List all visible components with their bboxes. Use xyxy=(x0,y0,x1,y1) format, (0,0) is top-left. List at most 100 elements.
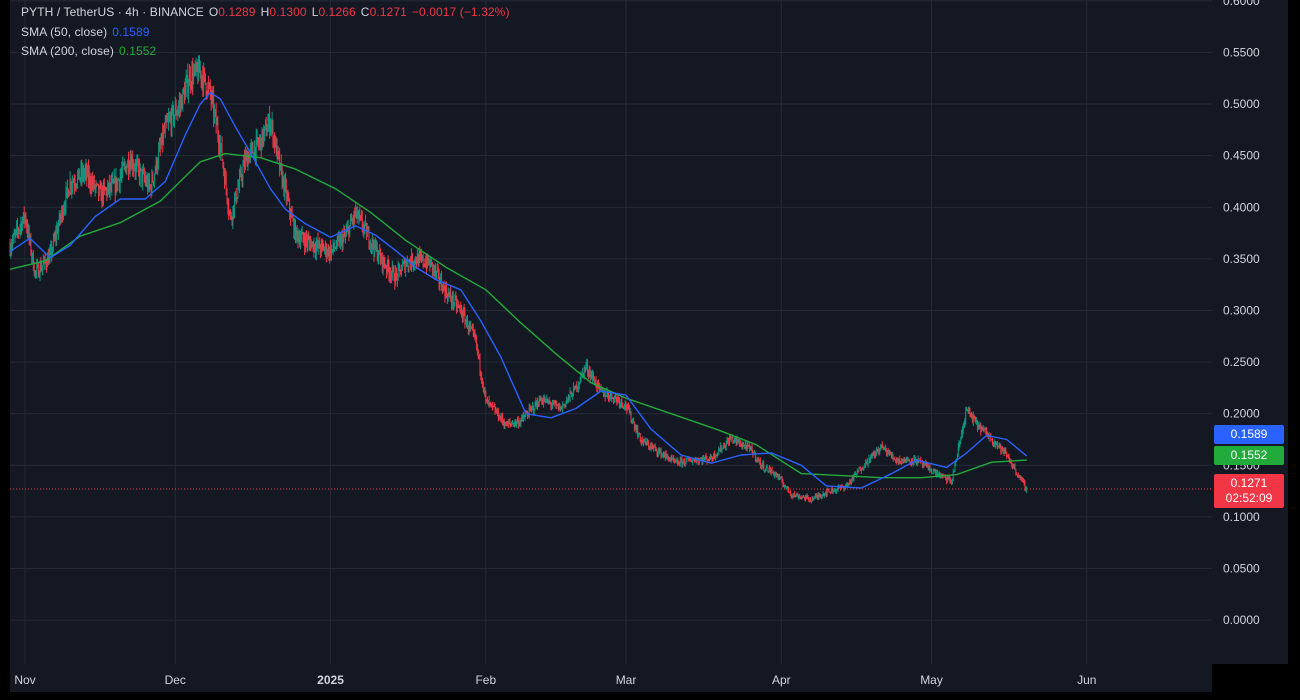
candle-body xyxy=(250,146,252,149)
candle-body xyxy=(514,420,516,424)
legend-sma200[interactable]: SMA (200, close) 0.1552 xyxy=(21,44,161,58)
candle-body xyxy=(875,453,876,456)
candle-body xyxy=(1005,451,1007,454)
candle-body xyxy=(39,264,41,276)
candle-body xyxy=(65,190,67,208)
candle-body xyxy=(387,260,389,268)
candle-body xyxy=(316,240,318,246)
candle-body xyxy=(417,255,419,266)
price-axis[interactable] xyxy=(1212,0,1288,664)
candle-body xyxy=(381,254,382,262)
candle-body xyxy=(378,250,380,258)
candle-body xyxy=(350,219,351,226)
candle-body xyxy=(376,246,377,249)
candle-body xyxy=(739,441,740,443)
candle-body xyxy=(854,474,856,475)
candle-body xyxy=(100,187,102,201)
candle-body xyxy=(149,185,151,188)
x-tick-label: Nov xyxy=(14,673,35,687)
candle-body xyxy=(73,182,75,185)
candle-body xyxy=(998,445,1000,447)
candle-body xyxy=(953,471,955,473)
candle-body xyxy=(494,407,496,413)
candle-body xyxy=(17,229,19,232)
candle-body xyxy=(314,243,316,250)
candle-body xyxy=(785,486,786,488)
candle-body xyxy=(341,236,342,238)
candle-body xyxy=(359,213,361,217)
legend-ohlc[interactable]: PYTH / TetherUS · 4h · BINANCE O0.1289 H0.… xyxy=(21,5,515,19)
candle-body xyxy=(897,459,899,462)
symbol-label[interactable]: PYTH / TetherUS · 4h · BINANCE xyxy=(21,5,204,19)
candle-body xyxy=(1001,446,1002,452)
plot-area[interactable] xyxy=(10,0,1212,664)
candle-body xyxy=(656,449,658,453)
candle-body xyxy=(894,458,896,461)
candle-body xyxy=(632,420,634,422)
candle-body xyxy=(566,400,568,402)
candle-body xyxy=(424,264,426,267)
candle-body xyxy=(76,184,78,186)
candle-body xyxy=(396,274,398,280)
candle-body xyxy=(931,470,932,474)
candle-body xyxy=(922,460,923,465)
candle-body xyxy=(407,265,409,268)
candle-body xyxy=(92,180,93,186)
candle-body xyxy=(709,455,711,460)
time-axis[interactable] xyxy=(10,664,1212,692)
candle-body xyxy=(165,118,167,123)
candle-body xyxy=(598,383,600,387)
candle-body xyxy=(532,406,533,408)
candle-body xyxy=(523,417,525,419)
candle-body xyxy=(1002,449,1004,452)
candle-body xyxy=(505,422,507,426)
sma200-label: SMA (200, close) xyxy=(21,44,114,58)
candle-body xyxy=(230,211,231,216)
candle-body xyxy=(326,253,328,256)
candle-body xyxy=(442,284,444,293)
candle-body xyxy=(568,395,570,398)
candle-body xyxy=(492,405,494,407)
candle-body xyxy=(48,255,50,265)
candle-body xyxy=(97,183,98,185)
candle-body xyxy=(208,85,210,86)
candle-body xyxy=(457,304,459,306)
candle-body xyxy=(752,451,754,456)
candle-body xyxy=(372,239,374,247)
candle-body xyxy=(574,386,576,389)
candle-body xyxy=(310,243,312,249)
candle-body xyxy=(322,243,324,247)
candle-body xyxy=(820,496,821,498)
candle-body xyxy=(66,186,68,191)
candle-body xyxy=(720,446,722,451)
candle-body xyxy=(962,426,964,431)
candle-body xyxy=(21,223,23,230)
candle-body xyxy=(973,416,975,417)
candle-body xyxy=(203,70,205,88)
candle-body xyxy=(785,486,787,488)
candle-body xyxy=(615,396,617,398)
candle-body xyxy=(705,456,707,458)
candle-body xyxy=(939,472,941,477)
candle-body xyxy=(497,410,499,419)
candle-body xyxy=(462,310,464,318)
candle-body xyxy=(745,446,747,450)
legend-sma50[interactable]: SMA (50, close) 0.1589 xyxy=(21,25,155,39)
candle-body xyxy=(111,181,113,189)
candle-body xyxy=(613,398,614,402)
candle-body xyxy=(623,406,624,408)
y-tick-label: 0.6000 xyxy=(1223,0,1260,8)
sma200-layer xyxy=(9,152,1027,479)
candle-body xyxy=(674,460,676,462)
candle-body xyxy=(457,304,458,308)
candle-body xyxy=(239,175,240,186)
candle-body xyxy=(216,124,218,126)
candle-body xyxy=(755,452,756,460)
candle-body xyxy=(556,403,558,406)
candle-body xyxy=(533,409,535,411)
candle-body xyxy=(154,174,155,182)
y-tick-label: 0.4500 xyxy=(1223,149,1260,163)
candle-body xyxy=(335,248,336,249)
candle-body xyxy=(85,167,87,171)
candle-body xyxy=(90,185,92,189)
